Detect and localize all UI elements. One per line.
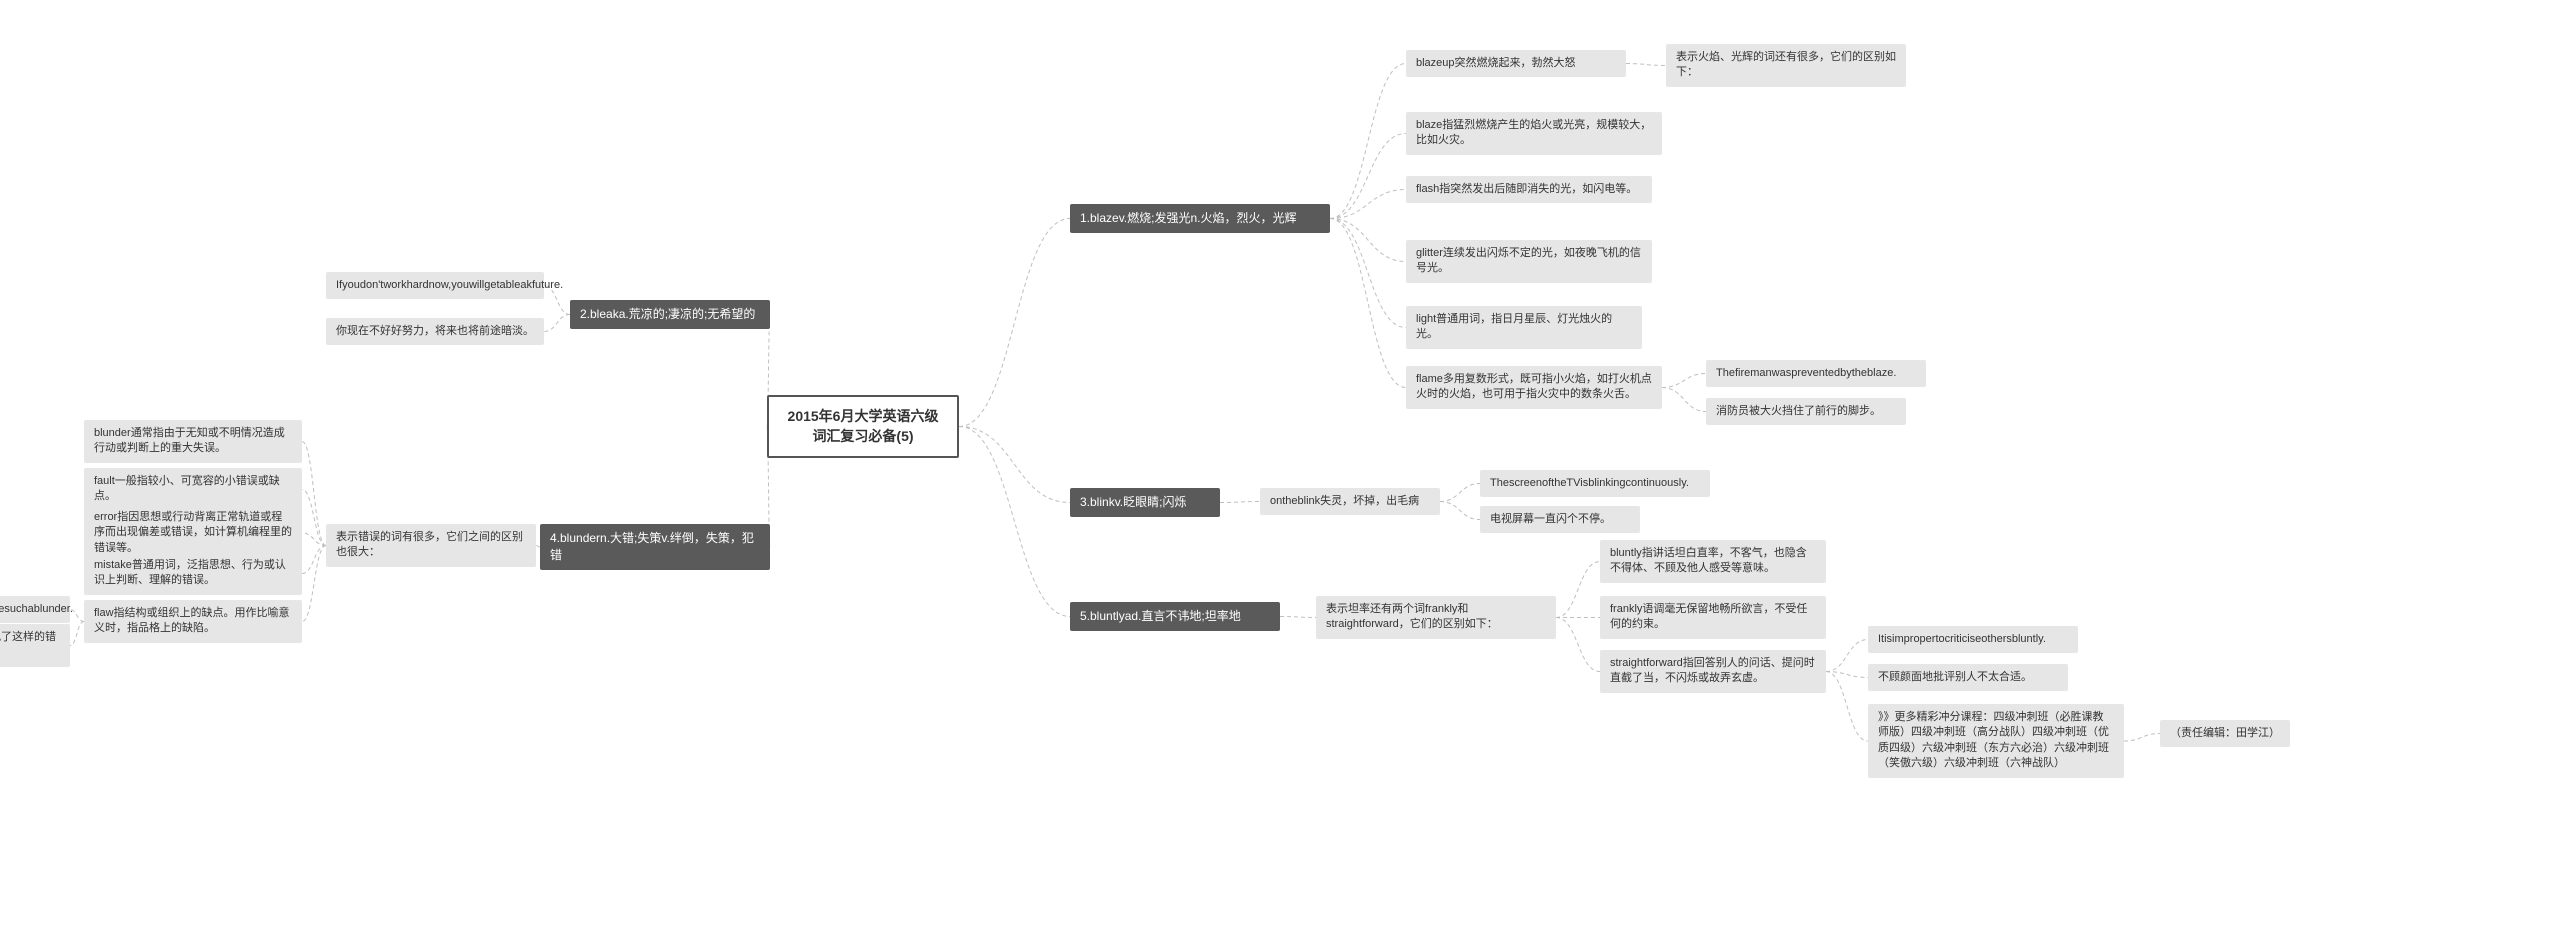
leaf-blazeup: blazeup突然燃烧起来，勃然大怒: [1406, 50, 1626, 77]
branch-bleak: 2.bleaka.荒凉的;凄凉的;无希望的: [570, 300, 770, 329]
leaf-flash-def: flash指突然发出后随即消失的光，如闪电等。: [1406, 176, 1652, 203]
leaf-straightforward-def: straightforward指回答别人的问话、提问时直截了当，不闪烁或故弄玄虚…: [1600, 650, 1826, 693]
leaf-blunder-ex-en: Ican'tbelievethatyoumadesuchablunder.: [0, 596, 70, 623]
leaf-blink-ex-en: ThescreenoftheTVisblinkingcontinuously.: [1480, 470, 1710, 497]
leaf-blunder-header: 表示错误的词有很多，它们之间的区别也很大：: [326, 524, 536, 567]
leaf-bluntly-ex-en: Itisimpropertocriticiseothersbluntly.: [1868, 626, 2078, 653]
branch-bluntly: 5.bluntlyad.直言不讳地;坦率地: [1070, 602, 1280, 631]
leaf-blaze-def: blaze指猛烈燃烧产生的焰火或光亮，规模较大，比如火灾。: [1406, 112, 1662, 155]
leaf-bluntly-header: 表示坦率还有两个词frankly和straightforward，它们的区别如下…: [1316, 596, 1556, 639]
root-node: 2015年6月大学英语六级 词汇复习必备(5): [767, 395, 959, 458]
leaf-blunder-def: blunder通常指由于无知或不明情况造成行动或判断上的重大失误。: [84, 420, 302, 463]
leaf-editor-credit: （责任编辑：田学江）: [2160, 720, 2290, 747]
leaf-mistake-def: mistake普通用词，泛指思想、行为或认识上判断、理解的错误。: [84, 552, 302, 595]
leaf-frankly-def: frankly语调毫无保留地畅所欲言，不受任何的约束。: [1600, 596, 1826, 639]
leaf-flame-def: flame多用复数形式，既可指小火焰，如打火机点火时的火焰，也可用于指火灾中的数…: [1406, 366, 1662, 409]
root-line1: 2015年6月大学英语六级: [783, 407, 943, 427]
leaf-ontheblink: ontheblink失灵，坏掉，出毛病: [1260, 488, 1440, 515]
leaf-bleak-ex-zh: 你现在不好好努力，将来也将前途暗淡。: [326, 318, 544, 345]
leaf-flame-ex-zh: 消防员被大火挡住了前行的脚步。: [1706, 398, 1906, 425]
leaf-flaw-def: flaw指结构或组织上的缺点。用作比喻意义时，指品格上的缺陷。: [84, 600, 302, 643]
leaf-glitter-def: glitter连续发出闪烁不定的光，如夜晚飞机的信号光。: [1406, 240, 1652, 283]
leaf-blink-ex-zh: 电视屏幕一直闪个不停。: [1480, 506, 1640, 533]
leaf-bleak-ex-en: Ifyoudon'tworkhardnow,youwillgetableakfu…: [326, 272, 544, 299]
leaf-flame-ex-en: Thefiremanwaspreventedbytheblaze.: [1706, 360, 1926, 387]
branch-blunder: 4.blundern.大错;失策v.绊倒，失策，犯错: [540, 524, 770, 570]
branch-blink: 3.blinkv.眨眼睛;闪烁: [1070, 488, 1220, 517]
connector-layer: [0, 0, 2560, 934]
branch-blaze: 1.blazev.燃烧;发强光n.火焰，烈火，光辉: [1070, 204, 1330, 233]
root-line2: 词汇复习必备(5): [783, 427, 943, 447]
leaf-bluntly-ex-zh: 不顾颜面地批评别人不太合适。: [1868, 664, 2068, 691]
leaf-light-def: light普通用词，指日月星辰、灯光烛火的光。: [1406, 306, 1642, 349]
leaf-blaze-intro: 表示火焰、光辉的词还有很多，它们的区别如下：: [1666, 44, 1906, 87]
leaf-course-list: 》》更多精彩冲分课程：四级冲刺班（必胜课教师版）四级冲刺班（高分战队）四级冲刺班…: [1868, 704, 2124, 778]
leaf-bluntly-def: bluntly指讲话坦白直率，不客气，也隐含不得体、不顾及他人感受等意味。: [1600, 540, 1826, 583]
leaf-blunder-ex-zh: 我简直无法相信你竟然犯了这样的错误。: [0, 624, 70, 667]
